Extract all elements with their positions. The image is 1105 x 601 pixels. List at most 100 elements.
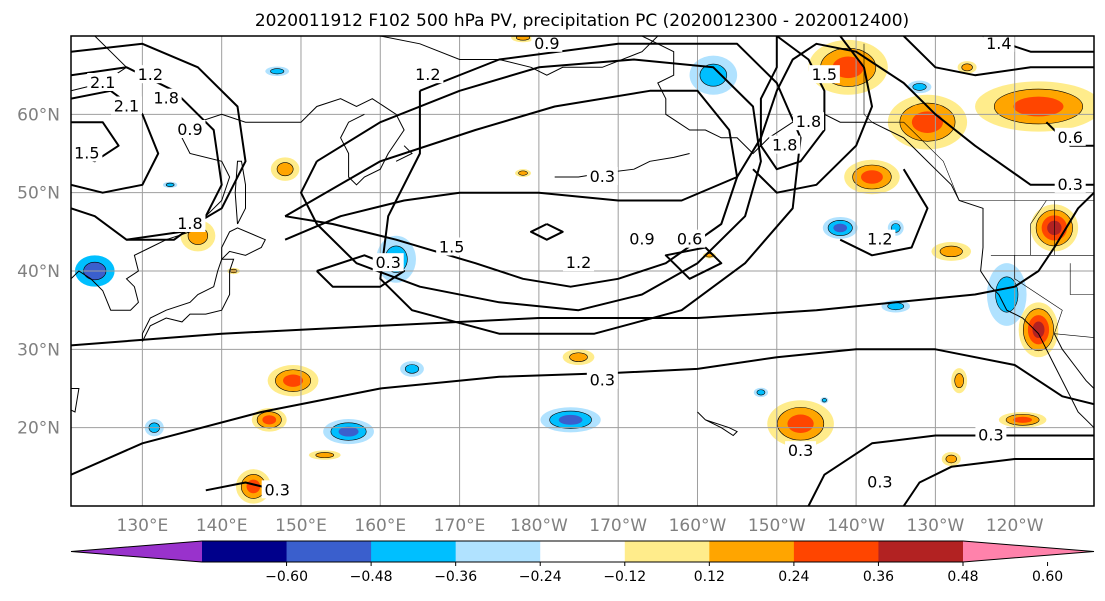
pv-contour-labels: 1.2 1.5 0.9 0.6 0.3 0.3 0.3 0.3 0.3 0.3 0.3 0.3 1.2 0… bbox=[71, 34, 1086, 499]
colorbar-bin bbox=[793, 541, 879, 562]
contour-label-bg bbox=[586, 370, 618, 389]
contour-label-bg bbox=[150, 88, 182, 107]
contour-label: 1.4 bbox=[986, 34, 1011, 53]
contour-label-bg bbox=[626, 229, 658, 248]
colorbar-bin bbox=[71, 541, 202, 562]
precip-cell bbox=[404, 364, 420, 374]
pv-contour-line bbox=[71, 348, 1094, 476]
colorbar-bin bbox=[371, 541, 457, 562]
contour-label-bg bbox=[785, 441, 817, 460]
pv-contour-line bbox=[752, 36, 873, 194]
colorbar-bin bbox=[455, 541, 541, 562]
pv-contour-line bbox=[284, 42, 1094, 241]
coastline bbox=[71, 388, 80, 413]
coastline bbox=[234, 160, 246, 225]
contour-label: 1.8 bbox=[177, 214, 202, 233]
contour-label: 1.8 bbox=[796, 112, 821, 131]
lat-label: 50°N bbox=[17, 184, 60, 204]
contour-label: 1.5 bbox=[74, 144, 99, 163]
lat-label: 30°N bbox=[17, 340, 60, 360]
lon-label: 170°W bbox=[589, 516, 647, 536]
contour-label: 0.3 bbox=[590, 371, 615, 390]
lon-label: 140°W bbox=[827, 516, 885, 536]
contour-label: 0.9 bbox=[629, 230, 654, 249]
latitude-labels: 60°N 50°N 40°N 30°N 20°N bbox=[17, 105, 60, 438]
border-line bbox=[1054, 333, 1094, 338]
contour-label: 1.5 bbox=[812, 65, 837, 84]
precip-cell bbox=[861, 170, 883, 184]
contour-label: 0.3 bbox=[375, 253, 400, 272]
contour-label-bg bbox=[372, 253, 404, 272]
pv-contour-line bbox=[379, 42, 802, 335]
precip-cell bbox=[276, 162, 294, 177]
colorbar-tick-label: 0.60 bbox=[1032, 569, 1063, 585]
lon-label: 160°W bbox=[669, 516, 727, 536]
contour-label-bg bbox=[864, 472, 896, 491]
contour-label-bg bbox=[563, 253, 595, 272]
coastline bbox=[1053, 333, 1094, 389]
pv-contour-line bbox=[71, 191, 1094, 347]
colorbar-bin bbox=[286, 541, 372, 562]
coastline bbox=[221, 227, 266, 260]
border-line bbox=[1014, 255, 1063, 334]
precip-cell bbox=[1013, 96, 1064, 117]
precip-cell bbox=[516, 36, 531, 41]
lon-label: 140°E bbox=[196, 516, 248, 536]
contour-label-bg bbox=[975, 425, 1007, 444]
contour-label-bg bbox=[586, 167, 618, 185]
contour-label: 0.3 bbox=[264, 480, 289, 499]
precip-cell bbox=[315, 452, 335, 459]
colorbar-tick-label: 0.48 bbox=[947, 569, 978, 585]
lat-label: 40°N bbox=[17, 262, 60, 282]
contour-label-bg bbox=[87, 73, 119, 91]
pv-contour-line bbox=[902, 458, 1094, 506]
gridlines bbox=[71, 36, 1094, 506]
contour-label-bg bbox=[864, 229, 896, 248]
coastline bbox=[641, 36, 1094, 429]
colorbar-bin bbox=[624, 541, 710, 562]
contour-label-bg bbox=[983, 36, 1015, 52]
precip-cell bbox=[569, 352, 588, 362]
precip-cell bbox=[558, 414, 583, 425]
colorbar-tick-label: 0.12 bbox=[694, 569, 725, 585]
lon-label: 160°E bbox=[354, 516, 406, 536]
precip-cell bbox=[995, 276, 1019, 313]
precip-cell bbox=[518, 170, 528, 176]
pv-contour-line bbox=[839, 168, 929, 257]
map-frame bbox=[70, 35, 1095, 507]
lon-label: 180°W bbox=[510, 516, 568, 536]
coastline bbox=[141, 258, 235, 342]
precip-cell bbox=[338, 426, 359, 437]
colorbar-tick-label: −0.60 bbox=[265, 569, 308, 585]
precip-cell bbox=[833, 223, 848, 233]
pv-contour-line bbox=[300, 58, 762, 312]
colorbar-bin bbox=[202, 541, 288, 562]
colorbar-tick-label: −0.48 bbox=[350, 569, 393, 585]
coastline bbox=[395, 145, 413, 162]
contour-label: 2.1 bbox=[114, 97, 139, 116]
contour-label: 1.2 bbox=[138, 65, 163, 84]
precip-cell bbox=[912, 83, 927, 91]
contour-label: 0.6 bbox=[1057, 128, 1082, 147]
precip-cell bbox=[954, 373, 964, 389]
precip-cell bbox=[1032, 321, 1045, 339]
precip-cell bbox=[165, 182, 175, 187]
precip-cell bbox=[945, 454, 957, 464]
lat-label: 20°N bbox=[17, 419, 60, 439]
contour-label: 1.2 bbox=[867, 230, 892, 249]
precip-cell bbox=[756, 389, 766, 396]
lon-label: 130°W bbox=[907, 516, 965, 536]
colorbar-outline bbox=[70, 540, 1095, 563]
colorbar-tick-label: 0.24 bbox=[778, 569, 809, 585]
coastline bbox=[697, 411, 738, 437]
precip-cell bbox=[939, 245, 963, 258]
contour-label-bg bbox=[808, 65, 840, 84]
precip-cell bbox=[283, 374, 304, 387]
contour-label-bg bbox=[134, 65, 166, 84]
colorbar-tick-label: −0.12 bbox=[603, 569, 646, 585]
colorbar: −0.60 −0.48 −0.36 −0.24 −0.12 0.12 0.24 0.36 0.4… bbox=[70, 540, 1095, 585]
contour-label: 0.3 bbox=[978, 426, 1003, 445]
lon-label: 120°W bbox=[986, 516, 1044, 536]
contour-label: 0.9 bbox=[177, 120, 202, 139]
colorbar-bin bbox=[709, 541, 795, 562]
